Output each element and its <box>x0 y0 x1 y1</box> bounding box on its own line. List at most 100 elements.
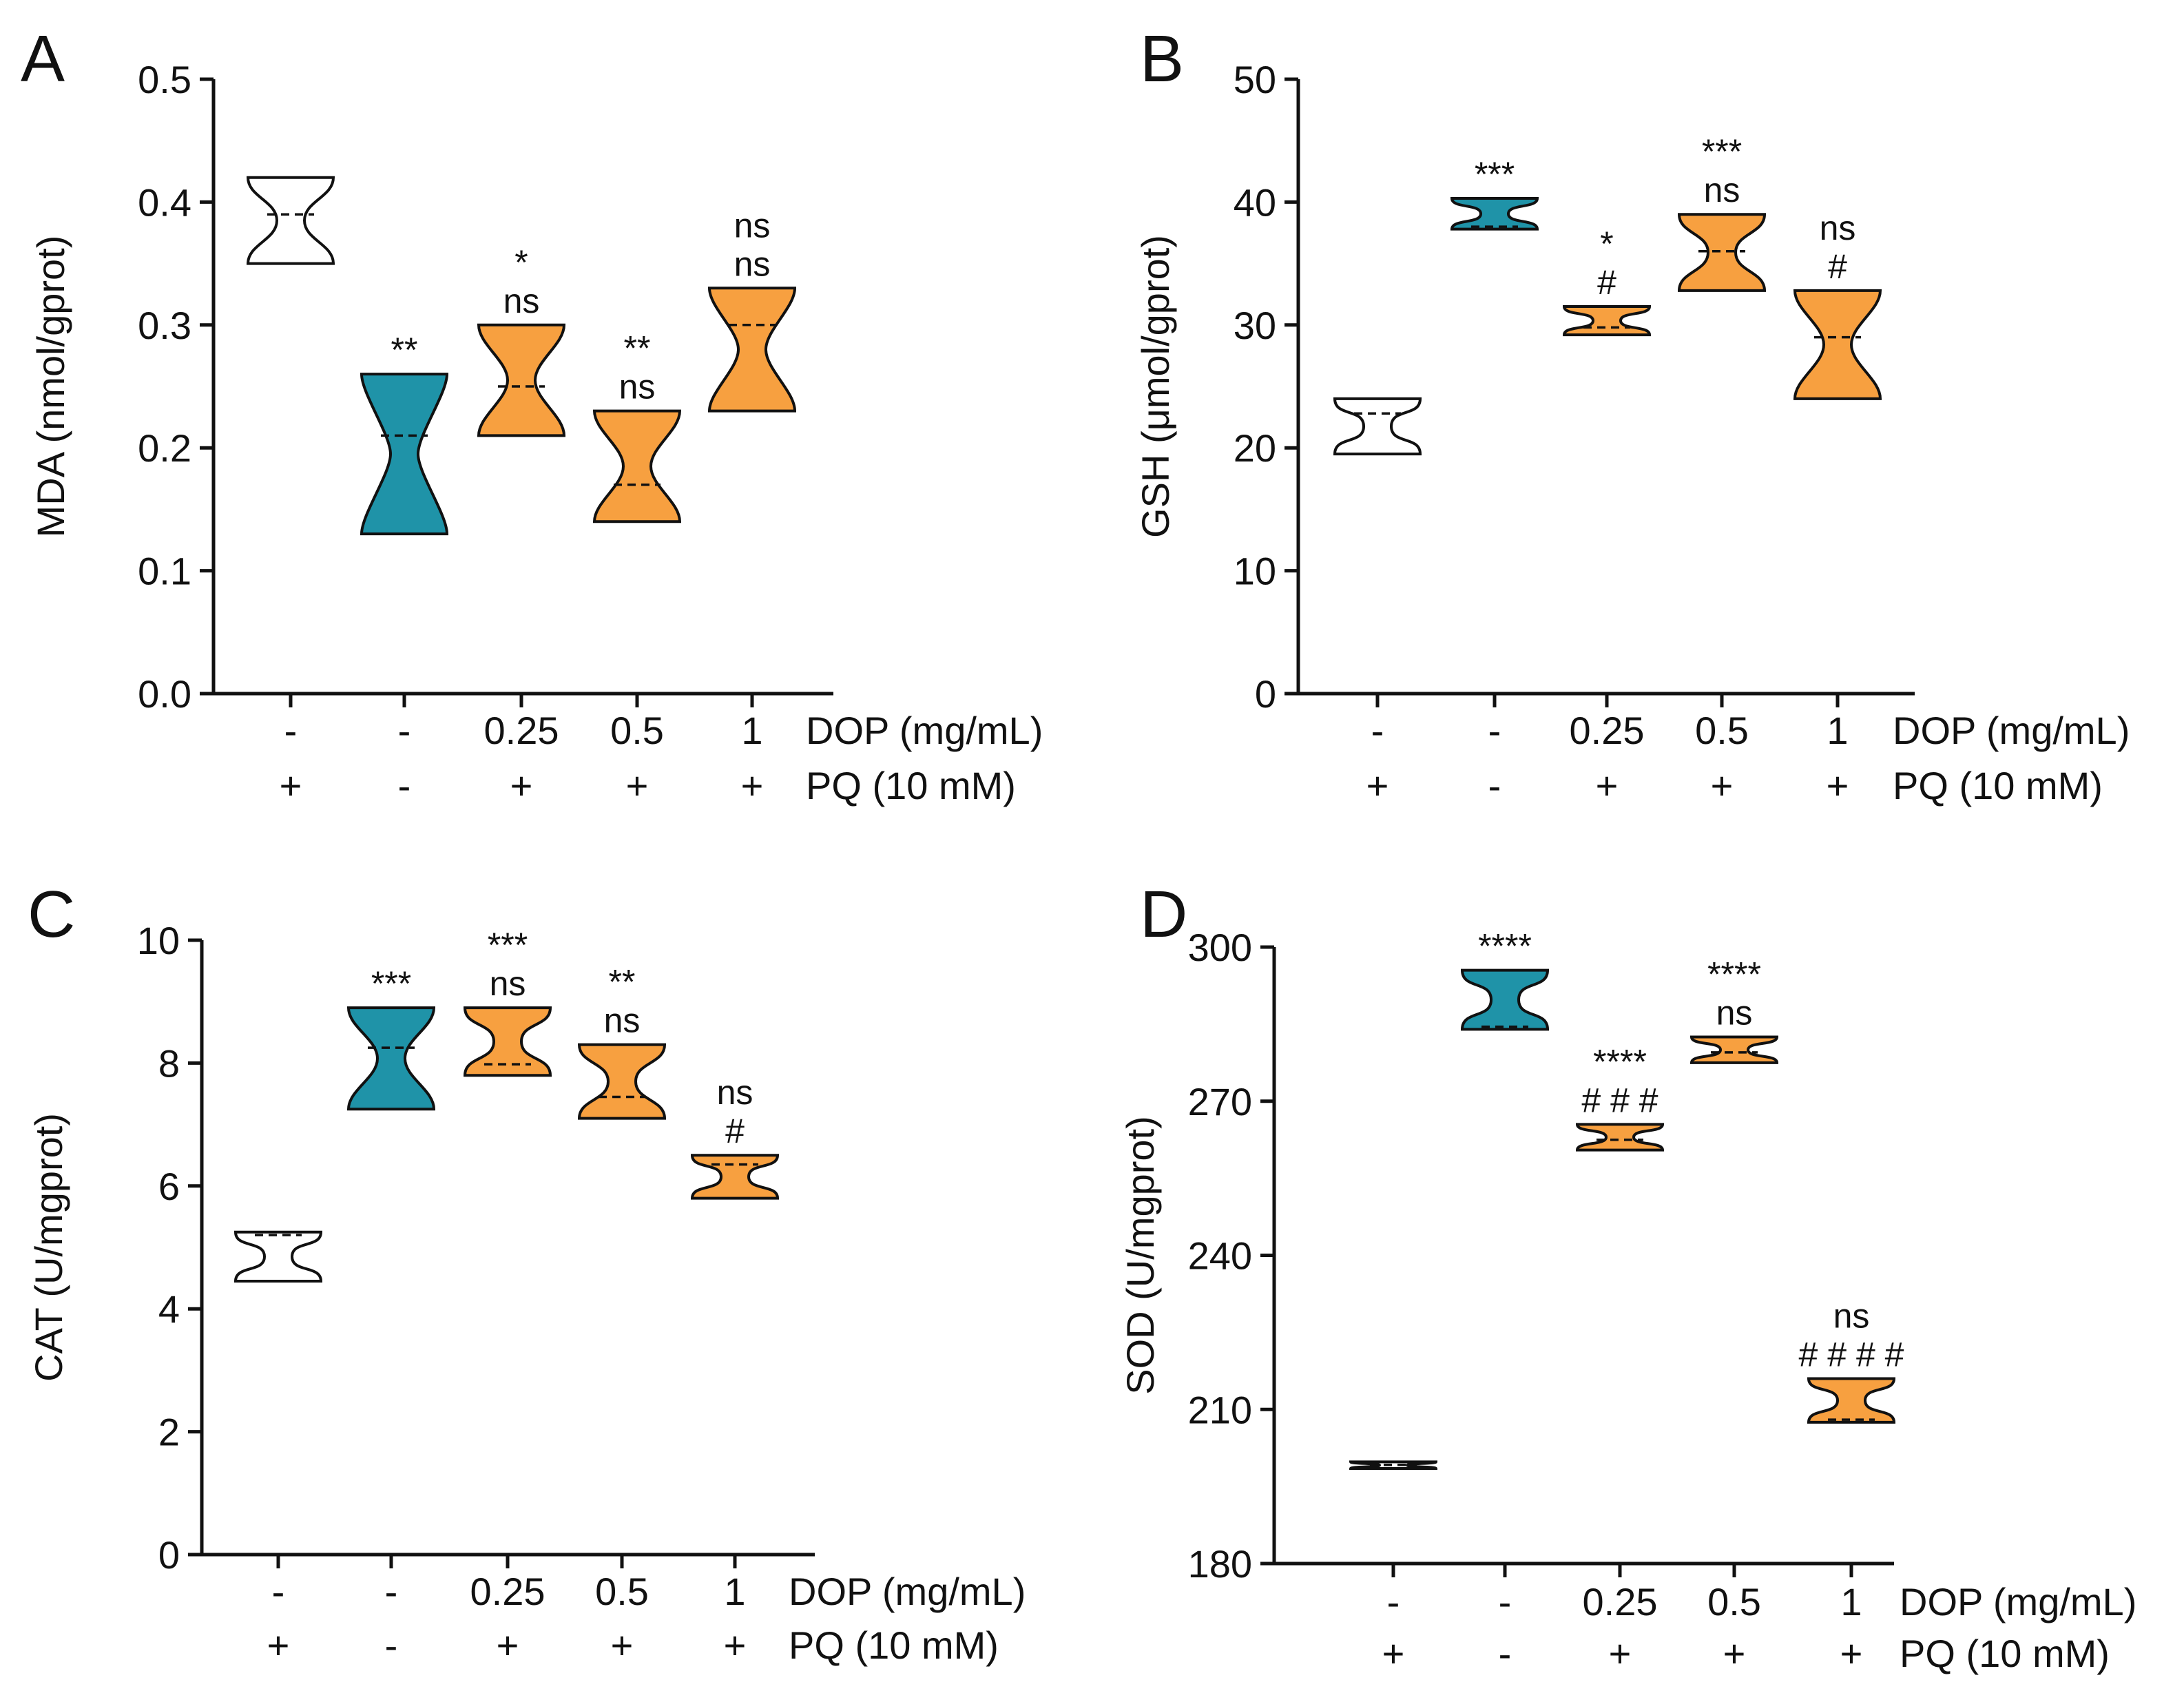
violin <box>1333 397 1422 456</box>
pq-row-label: PQ (10 mM) <box>1900 1632 2110 1675</box>
y-tick-label: 210 <box>1188 1388 1252 1431</box>
significance-label: * <box>1600 225 1613 263</box>
pq-row-label: PQ (10 mM) <box>789 1623 999 1667</box>
y-tick-label: 0.0 <box>138 672 191 716</box>
dop-dose-label: - <box>398 709 411 752</box>
violin <box>1575 1123 1665 1152</box>
significance-label: ns <box>619 368 656 406</box>
dop-dose-label: - <box>272 1570 285 1613</box>
violin <box>1349 1460 1438 1471</box>
significance-label: *** <box>1475 155 1515 194</box>
pq-row-label: PQ (10 mM) <box>1893 764 2103 807</box>
dop-dose-label: - <box>1371 709 1384 752</box>
dop-dose-label: - <box>1488 709 1501 752</box>
significance-label: ** <box>391 331 418 369</box>
significance-label: ** <box>624 329 651 368</box>
pq-status-label: + <box>497 1623 519 1667</box>
significance-label: **** <box>1593 1042 1647 1081</box>
violin <box>1677 213 1767 292</box>
violin <box>690 1154 780 1200</box>
significance-label: *** <box>1702 132 1742 171</box>
significance-label: **** <box>1707 955 1761 994</box>
significance-label: # <box>1597 263 1616 302</box>
y-tick-label: 40 <box>1234 180 1276 224</box>
pq-status-label: + <box>280 764 302 807</box>
dop-dose-label: 0.25 <box>484 709 559 752</box>
y-tick-label: 4 <box>158 1287 180 1331</box>
significance-label: ns <box>1820 209 1856 247</box>
pq-status-label: + <box>1366 764 1389 807</box>
dop-row-label: DOP (mg/mL) <box>1900 1580 2136 1623</box>
significance-label: **** <box>1478 927 1532 966</box>
pq-status-label: + <box>1596 764 1619 807</box>
dop-dose-label: 0.25 <box>1583 1580 1658 1623</box>
significance-label: *** <box>488 926 528 964</box>
panel-d: D 180 210 240 270 300 SOD (U/mgprot) - + **** - - **… <box>1119 878 2136 1675</box>
violin <box>477 323 566 437</box>
significance-label: # # # <box>1581 1081 1658 1119</box>
significance-label: * <box>514 243 528 282</box>
dop-dose-label: 1 <box>724 1570 745 1613</box>
pq-status-label: - <box>1488 764 1501 807</box>
pq-status-label: + <box>724 1623 747 1667</box>
pq-status-label: - <box>398 764 411 807</box>
pq-status-label: + <box>1609 1632 1632 1675</box>
panel-letter: A <box>21 22 65 96</box>
pq-status-label: + <box>1827 764 1849 807</box>
dop-dose-label: 1 <box>1827 709 1848 752</box>
dop-dose-label: 0.5 <box>1707 1580 1761 1623</box>
significance-label: ns <box>717 1073 753 1112</box>
y-axis-title: CAT (U/mgprot) <box>27 1113 70 1382</box>
pq-status-label: + <box>1711 764 1734 807</box>
significance-label: ns <box>604 1002 641 1040</box>
y-tick-label: 8 <box>158 1041 180 1085</box>
pq-status-label: + <box>267 1623 290 1667</box>
violin <box>1689 1035 1779 1064</box>
y-tick-label: 6 <box>158 1165 180 1208</box>
pq-status-label: - <box>385 1623 398 1667</box>
significance-label: ns <box>734 245 771 283</box>
pq-row-label: PQ (10 mM) <box>806 764 1016 807</box>
y-tick-label: 0.5 <box>138 58 191 101</box>
significance-label: ns <box>1716 994 1753 1032</box>
violin <box>463 1006 552 1077</box>
violin <box>246 176 335 265</box>
dop-dose-label: - <box>1387 1580 1400 1623</box>
dop-row-label: DOP (mg/mL) <box>1893 709 2130 752</box>
violin <box>233 1230 323 1283</box>
y-tick-label: 0.3 <box>138 304 191 347</box>
pq-status-label: + <box>1382 1632 1405 1675</box>
pq-status-label: + <box>1840 1632 1863 1675</box>
y-tick-label: 10 <box>1234 550 1276 593</box>
y-axis-title: SOD (U/mgprot) <box>1119 1116 1162 1395</box>
y-axis-title: GSH (μmol/gprot) <box>1134 235 1177 538</box>
dop-dose-label: 0.5 <box>610 709 664 752</box>
panel-letter: D <box>1140 878 1187 951</box>
y-tick-label: 0.1 <box>138 550 191 593</box>
pq-status-label: + <box>626 764 649 807</box>
dop-dose-label: 0.25 <box>470 1570 545 1613</box>
y-tick-label: 240 <box>1188 1234 1252 1278</box>
y-tick-label: 50 <box>1234 58 1276 101</box>
pq-status-label: - <box>1499 1632 1512 1675</box>
significance-label: ns <box>734 206 771 245</box>
dop-dose-label: 1 <box>1840 1580 1862 1623</box>
panel-letter: C <box>28 878 75 951</box>
dop-dose-label: 0.5 <box>595 1570 649 1613</box>
pq-status-label: + <box>741 764 764 807</box>
pq-status-label: + <box>1723 1632 1746 1675</box>
y-tick-label: 0.2 <box>138 426 191 470</box>
dop-row-label: DOP (mg/mL) <box>789 1570 1026 1613</box>
dop-row-label: DOP (mg/mL) <box>806 709 1043 752</box>
violin <box>1793 289 1882 400</box>
y-tick-label: 0 <box>158 1533 180 1577</box>
dop-dose-label: 1 <box>741 709 762 752</box>
pq-status-label: + <box>510 764 533 807</box>
panel-a: A 0.0 0.1 0.2 0.3 0.4 0.5 MDA (nmol/gprot) - + ** -… <box>21 22 1043 807</box>
significance-label: *** <box>371 964 411 1003</box>
dop-dose-label: - <box>385 1570 398 1613</box>
y-axis-title: MDA (nmol/gprot) <box>29 236 72 538</box>
y-tick-label: 180 <box>1188 1542 1252 1586</box>
